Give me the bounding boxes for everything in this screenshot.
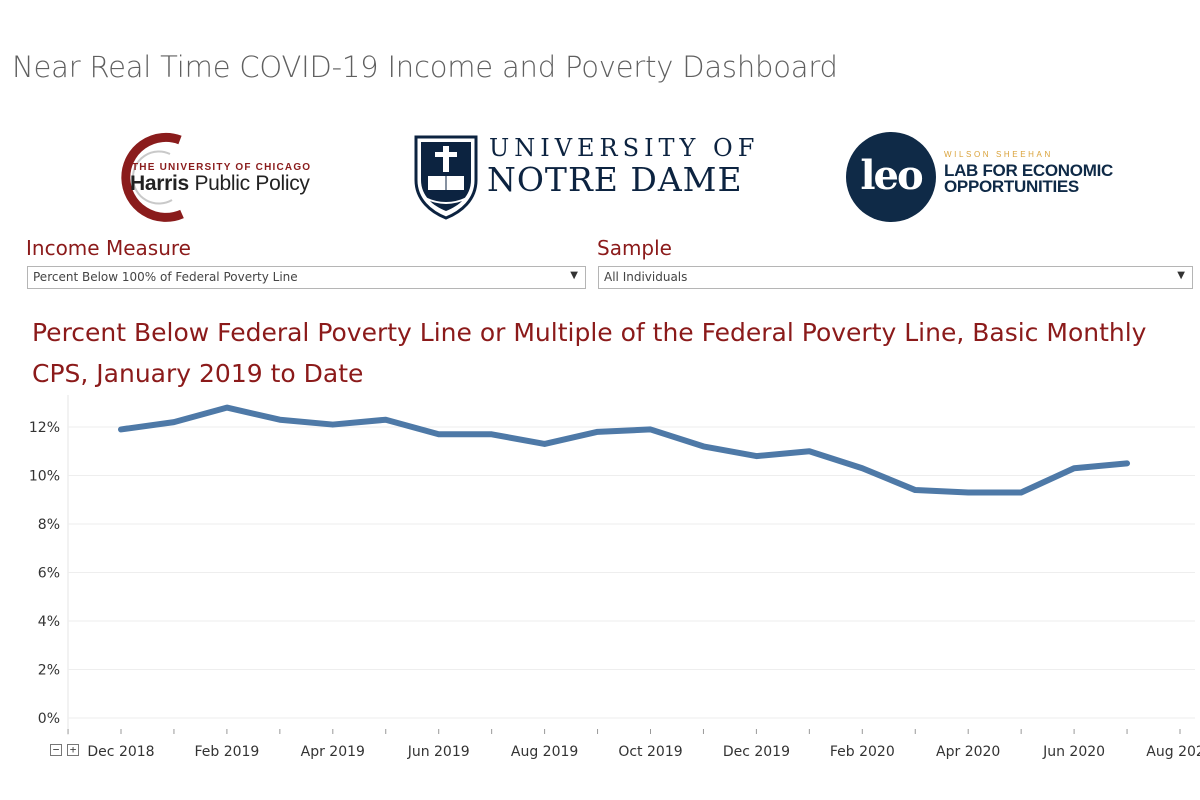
- notre-dame-line1: UNIVERSITY OF: [489, 134, 760, 162]
- sample-dropdown[interactable]: All Individuals ▼: [598, 266, 1193, 289]
- expand-axis-button[interactable]: +: [67, 744, 79, 756]
- income-measure-dropdown[interactable]: Percent Below 100% of Federal Poverty Li…: [27, 266, 586, 289]
- x-tick-label: Oct 2019: [618, 744, 682, 760]
- x-tick-label: Feb 2019: [194, 744, 259, 760]
- y-tick-label: 12%: [29, 420, 60, 436]
- x-tick-label: Jun 2020: [1042, 744, 1105, 760]
- sample-label: Sample: [597, 236, 672, 260]
- chevron-down-icon: ▼: [1177, 270, 1185, 281]
- chart-title: Percent Below Federal Poverty Line or Mu…: [32, 318, 1147, 388]
- poverty-line-chart: 0% 2% 4% 6% 8% 10% 12% Dec 2018 Feb 2019 Apr 2019…: [29, 395, 1200, 760]
- y-tick-label: 2%: [38, 663, 60, 679]
- y-tick-label: 8%: [38, 517, 60, 533]
- harris-arc-icon: [121, 132, 184, 222]
- leo-line2: OPPORTUNITIES: [944, 177, 1079, 196]
- y-tick-label: 0%: [38, 711, 60, 727]
- collapse-axis-button[interactable]: −: [50, 744, 62, 756]
- x-tick-label: Feb 2020: [830, 744, 895, 760]
- x-tick-label: Apr 2019: [301, 744, 365, 760]
- y-tick-label: 4%: [38, 614, 60, 630]
- leo-line1: LAB FOR ECONOMIC: [944, 161, 1113, 180]
- x-tick-label: Aug 2019: [511, 744, 578, 760]
- uchicago-wordmark: THE UNIVERSITY OF CHICAGO: [132, 162, 312, 173]
- income-measure-label: Income Measure: [26, 236, 191, 260]
- sample-value: All Individuals: [604, 270, 688, 284]
- x-tick-label: Jun 2019: [407, 744, 470, 760]
- harris-wordmark: Harris Public Policy: [130, 172, 310, 195]
- x-tick-label: Dec 2019: [723, 744, 790, 760]
- notre-dame-shield-icon: [414, 135, 478, 220]
- uchicago-harris-logo: THE UNIVERSITY OF CHICAGO Harris Public …: [110, 130, 325, 225]
- notre-dame-line2: NOTRE DAME: [487, 160, 743, 199]
- x-tick-label: Apr 2020: [936, 744, 1000, 760]
- series-line: [118, 404, 1131, 496]
- x-tick-label: Aug 2020: [1146, 744, 1200, 760]
- leo-small-text: WILSON SHEEHAN: [944, 150, 1053, 159]
- notre-dame-logo: UNIVERSITY OF NOTRE DAME: [413, 132, 763, 222]
- leo-circle-icon: [846, 132, 936, 222]
- leo-mark: leo: [860, 152, 923, 199]
- chevron-down-icon: ▼: [570, 270, 578, 281]
- leo-logo: leo WILSON SHEEHAN LAB FOR ECONOMIC OPPO…: [846, 132, 1126, 224]
- dashboard-title: Near Real Time COVID-19 Income and Pover…: [12, 50, 838, 84]
- x-tick-label: Dec 2018: [87, 744, 154, 760]
- y-tick-label: 6%: [38, 566, 60, 582]
- income-measure-value: Percent Below 100% of Federal Poverty Li…: [33, 270, 298, 284]
- y-tick-label: 10%: [29, 469, 60, 485]
